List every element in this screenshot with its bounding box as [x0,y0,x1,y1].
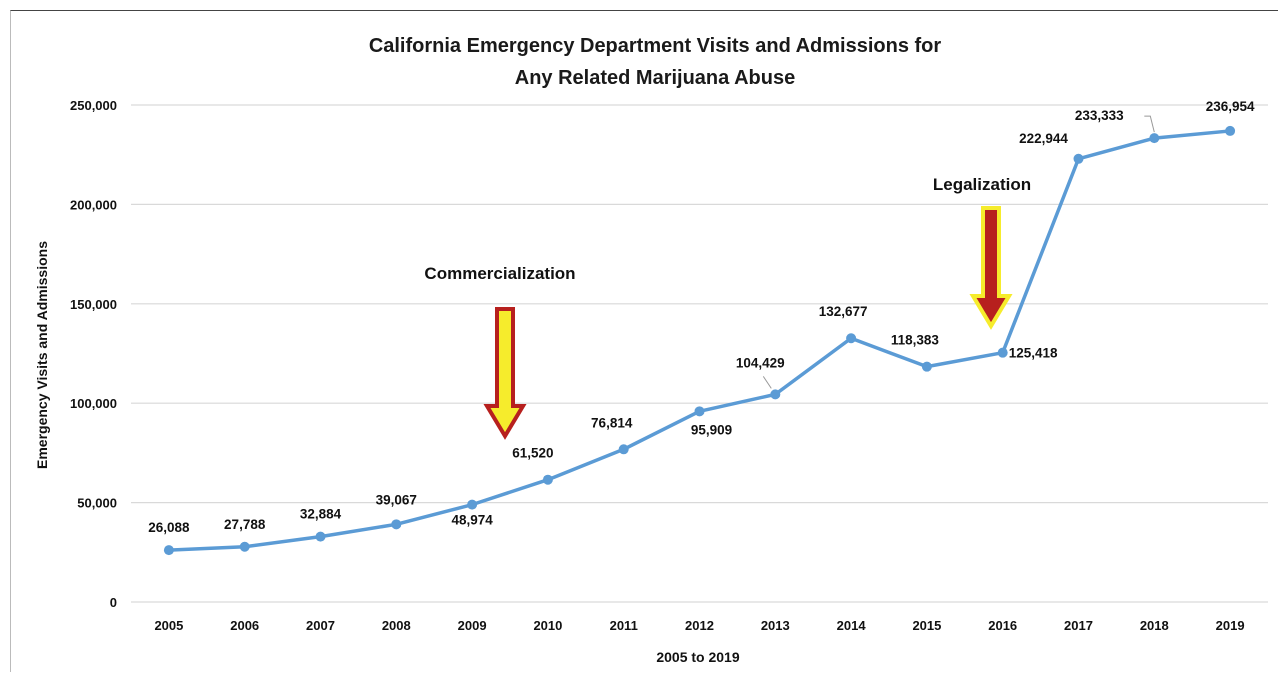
y-tick-label: 200,000 [70,197,117,212]
data-label: 104,429 [736,355,785,370]
data-point [391,519,402,530]
data-point [770,389,781,400]
x-tick-label: 2010 [533,618,562,633]
data-point [1073,153,1084,164]
x-tick-label: 2008 [382,618,411,633]
data-point [1225,125,1236,136]
chart-title-line-2: Any Related Marijuana Abuse [515,67,795,89]
data-point [163,545,174,556]
data-point [694,406,705,417]
gridlines [131,104,1268,603]
x-tick-label: 2012 [685,618,714,633]
y-tick-label: 250,000 [70,98,117,113]
data-label: 76,814 [591,415,633,430]
x-tick-label: 2018 [1140,618,1169,633]
y-tick-label: 0 [110,595,117,610]
y-axis-title: Emergency Visits and Admissions [34,241,50,469]
y-tick-label: 100,000 [70,396,117,411]
series-polyline [168,129,1231,552]
y-tick-label: 50,000 [77,496,117,511]
annotation-arrow [969,206,1013,330]
x-tick-label: 2016 [988,618,1017,633]
x-tick-label: 2007 [306,618,335,633]
x-tick-label: 2019 [1216,618,1245,633]
annotation-arrow [483,307,527,440]
data-point [1149,133,1160,144]
data-label: 233,333 [1075,108,1124,123]
x-tick-label: 2011 [610,618,638,633]
data-label: 132,677 [819,304,868,319]
y-tick-label: 150,000 [70,297,117,312]
x-axis-ticks: 2005 2006 2007 2008 2009 2010 2011 2012 2013 2014… [154,618,1244,633]
x-tick-label: 2009 [458,618,487,633]
series-line [163,125,1236,556]
leader-line [762,376,772,389]
chart-title-line-1: California Emergency Department Visits a… [369,35,942,57]
leader-line [1144,115,1155,133]
y-axis-ticks: 0 50,000 100,000 150,000 200,000 250,000 [70,98,117,610]
data-point [467,499,478,510]
annotations: Commercialization Legalization [424,175,1031,440]
x-tick-label: 2006 [230,618,259,633]
data-point [239,541,250,552]
x-tick-label: 2005 [154,618,183,633]
data-point [921,361,932,372]
data-label: 32,884 [300,507,342,522]
x-tick-label: 2017 [1064,618,1093,633]
x-tick-label: 2014 [837,618,867,633]
data-label: 61,520 [512,446,553,461]
data-point [997,347,1008,358]
data-label: 236,954 [1206,99,1255,114]
x-tick-label: 2015 [912,618,941,633]
data-label: 118,383 [891,333,940,348]
annotation-legalization: Legalization [933,175,1031,194]
data-point [618,444,629,455]
data-labels: 26,088 27,788 32,884 39,067 48,974 61,520 76,8… [148,99,1255,535]
data-label: 222,944 [1019,131,1068,146]
chart-frame [10,10,1278,672]
data-label: 48,974 [451,513,493,528]
data-point [846,333,857,344]
data-label: 125,418 [1009,346,1058,361]
annotation-commercialization: Commercialization [424,264,575,283]
data-label: 39,067 [376,492,417,507]
data-label: 26,088 [148,520,190,535]
x-axis-title: 2005 to 2019 [656,649,739,665]
data-point [315,531,326,542]
data-label: 95,909 [691,422,732,437]
data-label: 27,788 [224,517,266,532]
data-point [542,474,553,485]
x-tick-label: 2013 [761,618,790,633]
